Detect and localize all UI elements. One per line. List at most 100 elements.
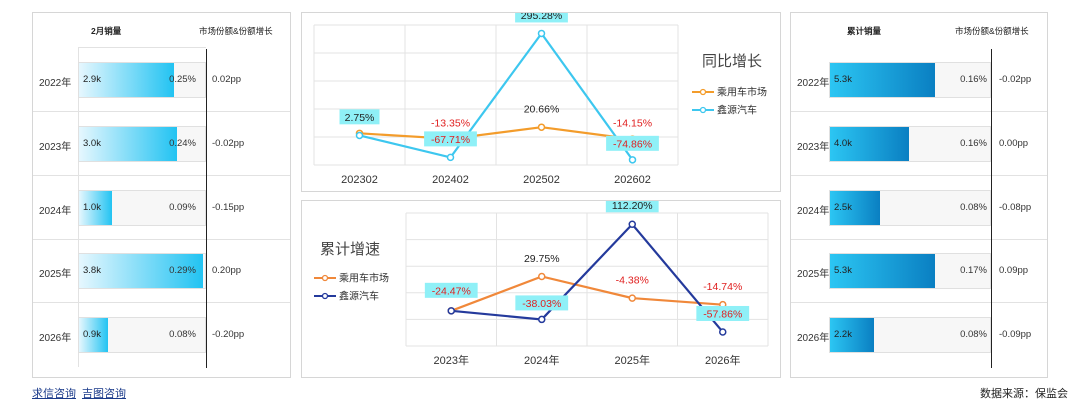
- left-bar-fill: [79, 318, 109, 353]
- x-tick-label: 202502: [523, 174, 560, 186]
- left-sales-value: 0.9k: [83, 329, 101, 341]
- data-label: -38.03%: [522, 298, 561, 310]
- left-share-value: 0.25%: [169, 74, 196, 85]
- series-point-1: [628, 220, 636, 229]
- cumulative-sales-panel: 累计销量 市场份额&份额增长 2022年 5.3k 0.16% -0.02pp 2023…: [790, 12, 1048, 378]
- left-share-value: 0.24%: [169, 137, 196, 149]
- series-point-1: [355, 131, 364, 140]
- right-year-label: 2025年: [797, 269, 830, 281]
- legend-marker: [321, 292, 329, 300]
- data-label: 29.75%: [524, 253, 560, 265]
- x-tick-label: 202602: [614, 174, 651, 186]
- series-line-1: [359, 31, 634, 161]
- right-sales-value: 5.3k: [834, 265, 852, 277]
- left-year-label: 2023年: [39, 141, 72, 153]
- legend-marker: [321, 274, 329, 282]
- left-row: 2026年 0.9k 0.08% -0.20pp: [33, 304, 290, 367]
- left-year-label: 2022年: [39, 78, 72, 89]
- right-share-growth: 0.09pp: [999, 265, 1029, 277]
- right-bar-track: [829, 62, 991, 98]
- x-tick-label: 2024年: [524, 353, 559, 367]
- right-bar-fill: [830, 254, 935, 289]
- monthly-sales-panel: 2月销量 市场份额&份额增长 2022年 2.9k 0.25% 0.02pp 2023年…: [32, 12, 291, 378]
- left-share-growth: -0.15pp: [212, 201, 245, 213]
- data-label: 2.75%: [345, 112, 375, 124]
- series-point-1: [719, 328, 727, 336]
- data-label-box: [515, 295, 569, 311]
- right-row: 2026年 2.2k 0.08% -0.09pp: [791, 304, 1047, 367]
- right-share-value: 0.08%: [960, 201, 987, 213]
- right-share-value: 0.08%: [960, 329, 987, 341]
- left-share-value: 0.08%: [169, 329, 196, 341]
- x-tick-label: 2026年: [705, 353, 740, 367]
- footer-link-jitu[interactable]: 吉图咨询: [82, 388, 126, 400]
- legend-marker: [699, 106, 707, 114]
- series-line-0: [450, 275, 723, 312]
- data-label: -67.71%: [431, 134, 470, 146]
- data-label: 295.28%: [521, 13, 562, 22]
- right-sales-value: 2.2k: [834, 329, 852, 341]
- legend-label: 乘用车市场: [339, 272, 389, 285]
- left-bar-fill: [79, 254, 203, 289]
- data-label: -24.47%: [432, 285, 471, 297]
- right-year-label: 2023年: [797, 141, 830, 153]
- data-label: -57.86%: [703, 308, 742, 320]
- left-year-label: 2026年: [39, 333, 72, 345]
- left-bar-track: [78, 62, 206, 98]
- right-sales-value: 4.0k: [834, 137, 852, 149]
- right-share-growth: 0.00pp: [999, 137, 1029, 149]
- right-year-label: 2024年: [797, 205, 830, 217]
- x-tick-label: 202402: [432, 174, 469, 186]
- series-point-0: [628, 294, 636, 302]
- data-source: 数据来源：保监会: [980, 388, 1068, 400]
- left-row: 2022年 2.9k 0.25% 0.02pp: [33, 49, 290, 112]
- series-point-1: [628, 156, 637, 164]
- right-year-label: 2026年: [797, 333, 830, 345]
- right-row: 2023年 4.0k 0.16% 0.00pp: [791, 113, 1047, 176]
- right-share-value: 0.17%: [960, 265, 987, 277]
- left-bar-track: [78, 317, 206, 354]
- left-share-value: 0.29%: [169, 265, 196, 277]
- right-bar-track: [829, 125, 991, 162]
- series-point-1: [538, 315, 546, 324]
- right-sales-value: 5.3k: [834, 74, 852, 85]
- left-sales-value: 3.8k: [83, 265, 101, 277]
- chart-title: 累计增速: [320, 241, 380, 258]
- left-year-label: 2025年: [39, 269, 72, 281]
- series-line-0: [359, 126, 633, 141]
- data-label-box: [605, 197, 659, 213]
- series-point-0: [537, 123, 546, 131]
- right-share-growth: -0.09pp: [999, 329, 1032, 341]
- data-label: -13.35%: [431, 117, 470, 129]
- data-label: -74.86%: [613, 138, 652, 150]
- yoy-growth-svg: 202302 202402 202502 202602 2.75% -13.35% 20.6…: [313, 7, 767, 186]
- series-point-0: [538, 272, 546, 281]
- data-label-box: [424, 282, 478, 298]
- data-label: -4.38%: [616, 275, 649, 287]
- chart-title: 同比增长: [702, 53, 762, 70]
- right-bar-track: [829, 317, 991, 354]
- left-bar-track: [78, 253, 206, 290]
- right-row: 2025年 5.3k 0.17% 0.09pp: [791, 240, 1047, 304]
- left-year-label: 2024年: [39, 205, 72, 217]
- left-bar-track: [78, 189, 206, 226]
- left-row: 2023年 3.0k 0.24% -0.02pp: [33, 113, 290, 176]
- legend-label: 乘用车市场: [717, 86, 767, 99]
- left-bar-fill: [79, 190, 112, 225]
- right-row: 2022年 5.3k 0.16% -0.02pp: [791, 49, 1047, 112]
- cumulative-growth-chart: 2023年 2024年 2025年 2026年 -24.47% 29.75% -4.38% -…: [301, 197, 781, 378]
- legend-marker: [699, 88, 707, 96]
- left-share-growth: 0.02pp: [212, 74, 242, 85]
- data-label: 112.20%: [612, 201, 653, 212]
- left-sales-value: 1.0k: [83, 201, 101, 213]
- right-bar-fill: [830, 318, 874, 353]
- left-bar-fill: [79, 126, 177, 161]
- left-share-value: 0.09%: [169, 201, 196, 213]
- right-row: 2024年 2.5k 0.08% -0.08pp: [791, 177, 1047, 240]
- right-share-growth: -0.08pp: [999, 201, 1032, 213]
- left-sales-value: 2.9k: [83, 74, 101, 85]
- footer-link-qiuxin[interactable]: 求信咨询: [32, 388, 76, 400]
- right-year-label: 2022年: [797, 78, 830, 89]
- right-share-header: 市场份额&份额增长: [955, 26, 1029, 36]
- right-share-value: 0.16%: [960, 137, 987, 149]
